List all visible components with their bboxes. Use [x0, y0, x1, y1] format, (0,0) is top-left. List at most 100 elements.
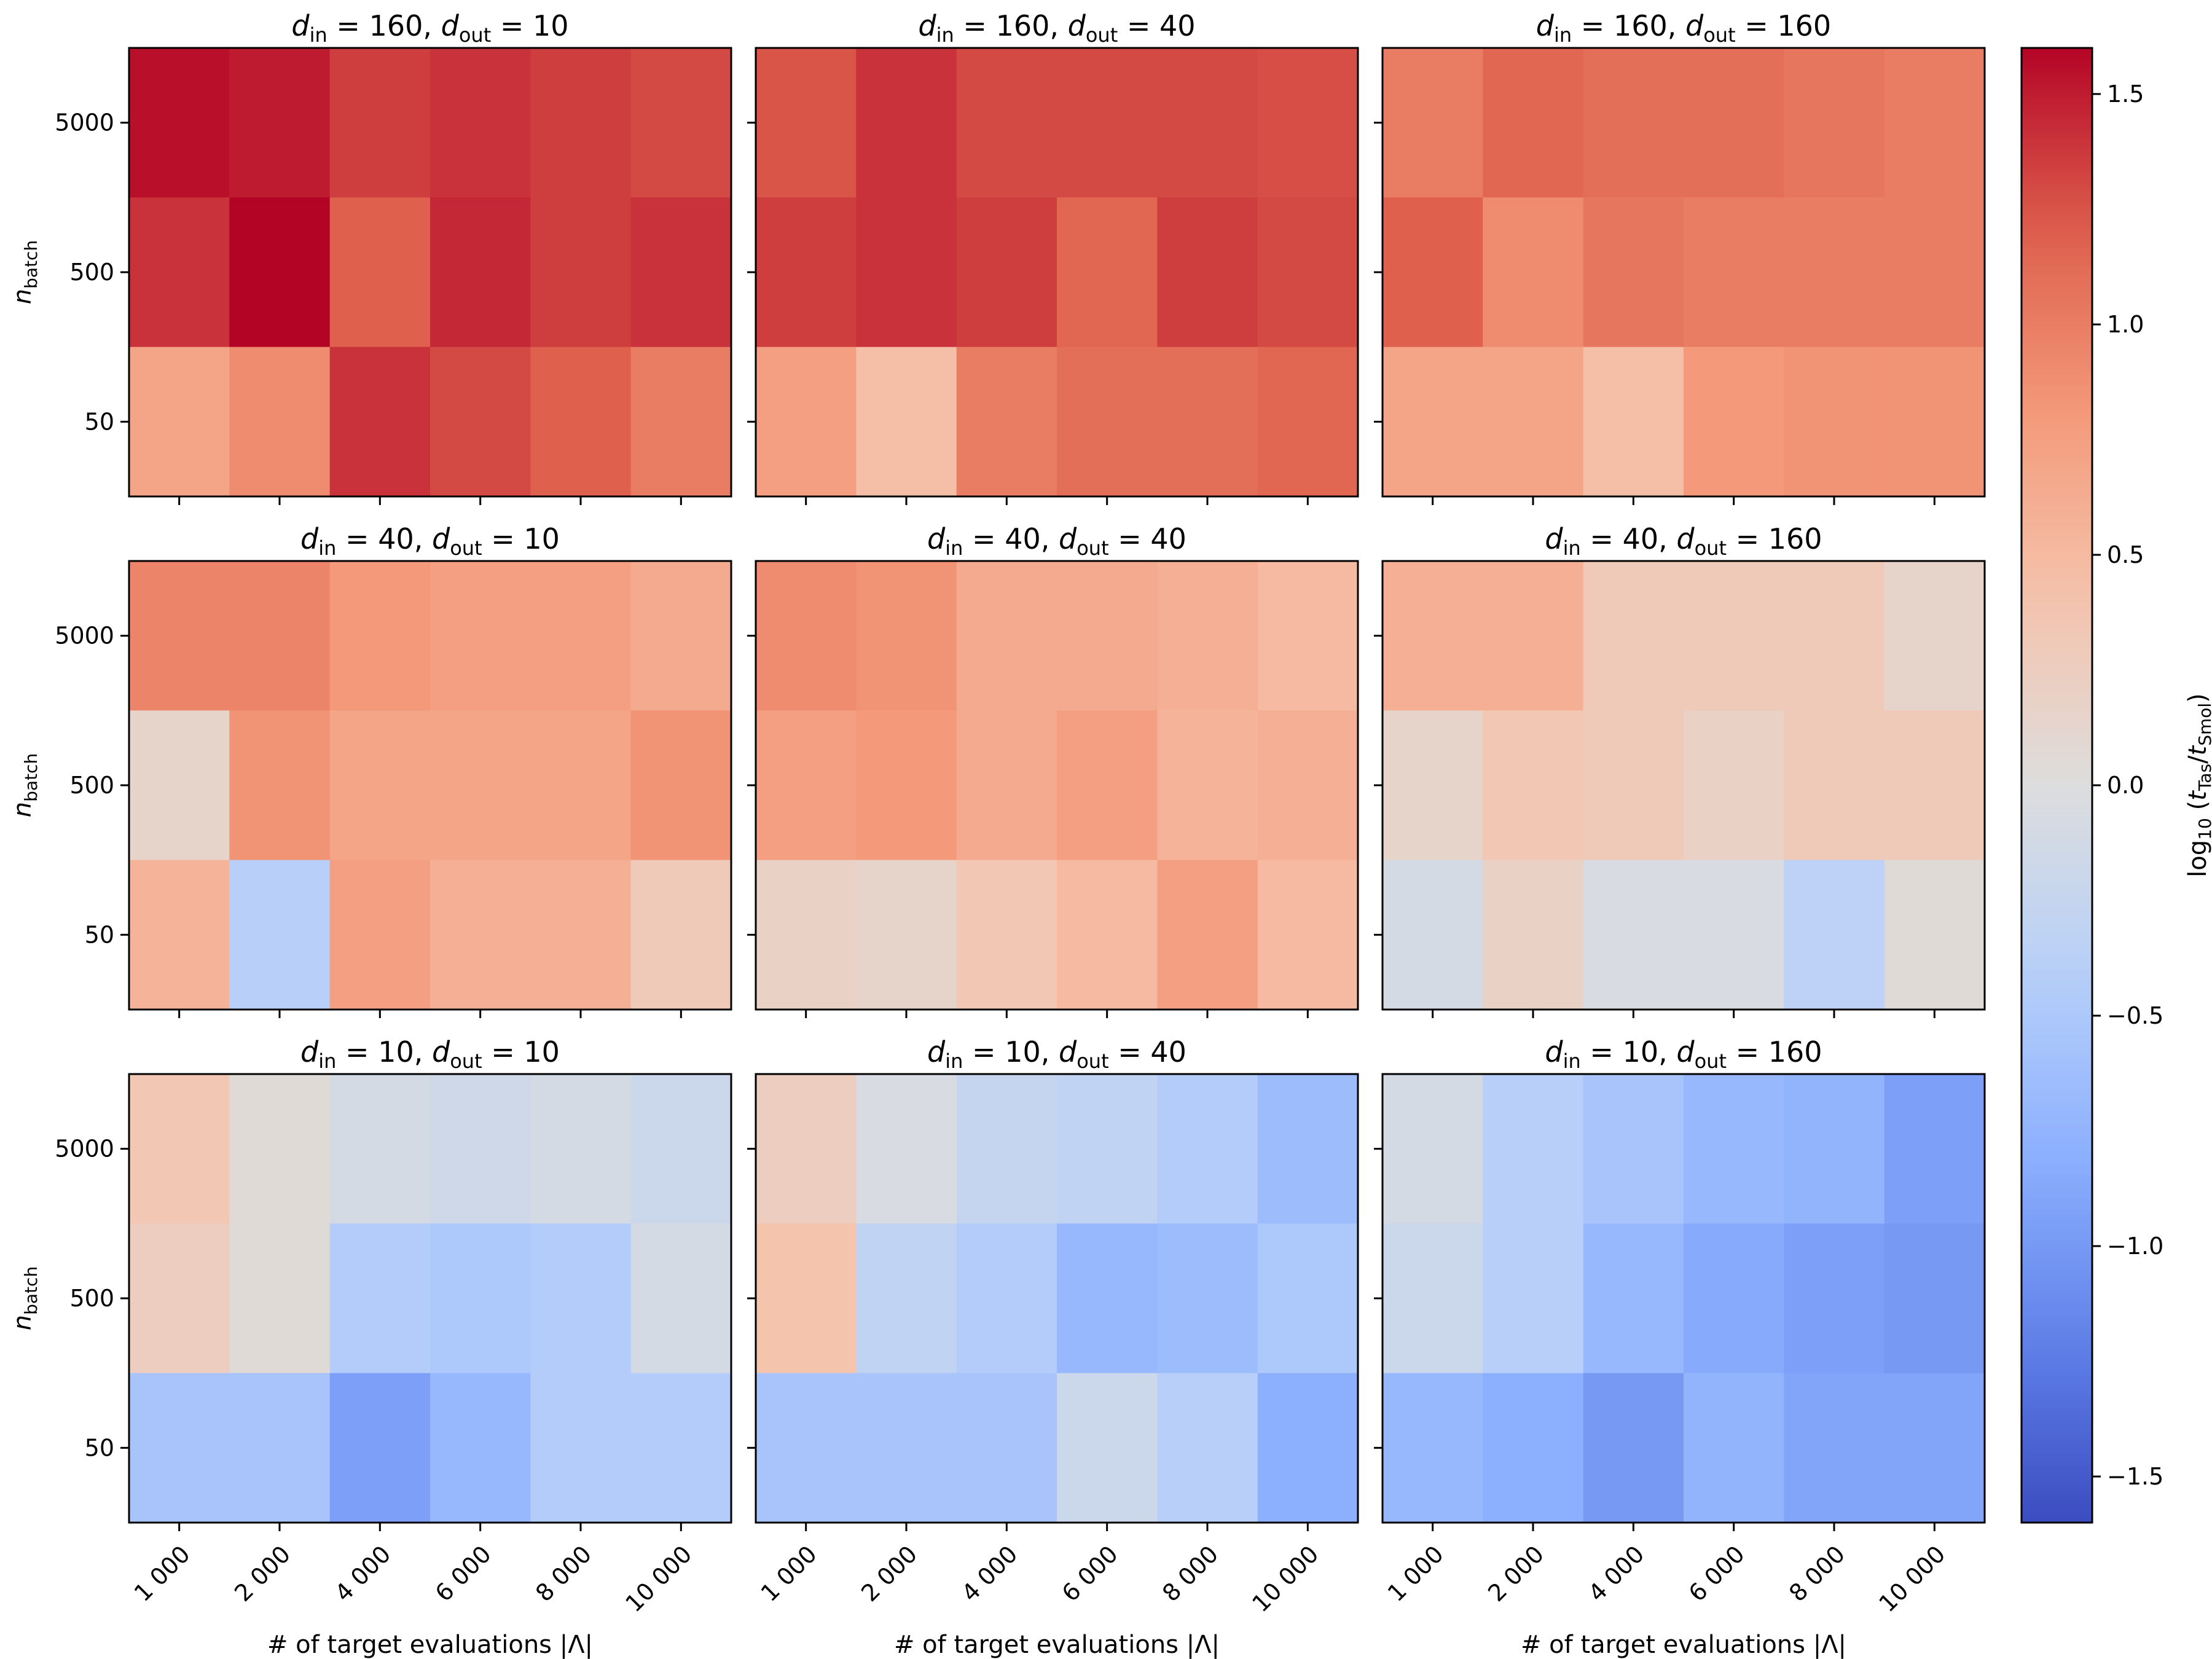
heatmap-cell	[430, 197, 531, 348]
heatmap-cell	[1483, 860, 1584, 1010]
heatmap-cell	[1583, 561, 1684, 711]
colorbar: 1.5 1.0 0.5 0.0 −0.5 −1.0 −1.5 log10 (tTas/tSmo…	[2020, 47, 2212, 1524]
heatmap-cell	[1157, 48, 1258, 198]
heatmap-cell	[1784, 561, 1885, 711]
x-tick-label: 6 000	[430, 1540, 496, 1607]
x-tick-label: 4 000	[956, 1540, 1022, 1607]
heatmap-cell	[956, 48, 1057, 198]
heatmap-cell	[856, 1074, 957, 1224]
heatmap-cell	[1583, 197, 1684, 348]
heatmap-cell	[1483, 710, 1584, 861]
heatmap-cell	[129, 1373, 230, 1523]
heatmap-cell	[530, 347, 632, 497]
x-tick-label: 2 000	[856, 1540, 922, 1607]
panel-title: din = 40, dout = 160	[1545, 522, 1822, 560]
y-tick-label: 5000	[55, 1135, 114, 1163]
heatmap-cell	[1583, 710, 1684, 861]
heatmap-cell	[856, 860, 957, 1010]
heatmap-cell	[229, 1074, 331, 1224]
heatmap-cell	[430, 347, 531, 497]
heatmap-cell	[1884, 347, 1985, 497]
heatmap-cell	[1583, 48, 1684, 198]
y-tick-label: 500	[69, 259, 114, 286]
y-tick-label: 5000	[55, 622, 114, 649]
heatmap-cell	[630, 1373, 732, 1523]
colorbar-tick-label: −0.5	[2107, 1002, 2163, 1029]
heatmap-cell	[1684, 1373, 1784, 1523]
heatmap-panel: din = 40, dout = 10 5000 500 50 nbatch	[9, 522, 732, 1018]
heatmap-cell	[229, 860, 331, 1010]
heatmap-cell	[1483, 197, 1584, 348]
x-tick-label: 8 000	[1784, 1540, 1850, 1607]
heatmap-cell	[956, 1223, 1057, 1374]
heatmap-cell	[630, 347, 732, 497]
heatmap-panel: din = 40, dout = 160	[1374, 522, 1986, 1018]
heatmap-cell	[1884, 1373, 1985, 1523]
heatmap-cell	[630, 561, 732, 711]
heatmap-cell	[129, 1223, 230, 1374]
x-tick-label: 2 000	[1483, 1540, 1549, 1607]
heatmap-cell	[1684, 561, 1784, 711]
colorbar-tick-label: −1.5	[2107, 1463, 2163, 1490]
heatmap-cell	[756, 561, 857, 711]
panel-title: din = 160, dout = 10	[291, 9, 568, 47]
y-axis-label: nbatch	[9, 1266, 41, 1330]
heatmap-cell	[756, 1223, 857, 1374]
heatmap-cell	[530, 710, 632, 861]
heatmap-cell	[1257, 1373, 1359, 1523]
x-tick-label: 4 000	[329, 1540, 396, 1607]
heatmap-cell	[1057, 48, 1158, 198]
heatmap-cell	[630, 1074, 732, 1224]
heatmap-cell	[1382, 197, 1483, 348]
panel-title: din = 10, dout = 40	[927, 1035, 1186, 1073]
heatmap-cell	[329, 48, 431, 198]
heatmap-cell	[1157, 561, 1258, 711]
heatmap-cell	[430, 561, 531, 711]
heatmap-cell	[1257, 1074, 1359, 1224]
heatmap-cell	[756, 710, 857, 861]
x-axis-label: # of target evaluations |Λ|	[894, 1631, 1220, 1659]
heatmap-cell	[329, 710, 431, 861]
heatmap-cell	[1884, 561, 1985, 711]
heatmap-panel: din = 160, dout = 40	[747, 9, 1359, 505]
heatmap-cell	[1884, 1223, 1985, 1374]
heatmap-panel: din = 40, dout = 40	[747, 522, 1359, 1018]
heatmap-cell	[1057, 1373, 1158, 1523]
heatmap-cell	[1057, 347, 1158, 497]
colorbar-tick-label: 1.0	[2107, 311, 2144, 338]
heatmap-cell	[956, 710, 1057, 861]
heatmap-cell	[229, 197, 331, 348]
heatmap-cell	[956, 860, 1057, 1010]
x-tick-label: 1 000	[1382, 1540, 1449, 1607]
heatmap-cell	[1057, 1074, 1158, 1224]
heatmap-panel: din = 160, dout = 10 5000 500 50 nbatch	[9, 9, 732, 505]
y-tick-label: 500	[69, 772, 114, 799]
heatmap-cell	[1382, 1373, 1483, 1523]
heatmap-cell	[1483, 1074, 1584, 1224]
y-tick-label: 500	[69, 1285, 114, 1312]
heatmap-panel: din = 10, dout = 40 1 000 2 000 4 000 6 000 8…	[747, 1035, 1359, 1659]
heatmap-cell	[530, 1373, 632, 1523]
colorbar-tick-label: 0.5	[2107, 541, 2144, 568]
heatmap-cell	[1583, 860, 1684, 1010]
heatmap-cell	[1583, 1223, 1684, 1374]
heatmap-cell	[856, 48, 957, 198]
heatmap-cell	[1382, 1223, 1483, 1374]
heatmap-cell	[856, 347, 957, 497]
heatmap-cell	[1382, 561, 1483, 711]
heatmap-cell	[430, 1223, 531, 1374]
heatmap-cell	[1157, 1074, 1258, 1224]
heatmap-cell	[630, 1223, 732, 1374]
y-tick-label: 5000	[55, 109, 114, 136]
heatmap-cell	[756, 860, 857, 1010]
heatmap-cell	[1884, 197, 1985, 348]
heatmap-cell	[1057, 1223, 1158, 1374]
colorbar-tick-label: −1.0	[2107, 1233, 2163, 1260]
heatmap-cell	[530, 1074, 632, 1224]
heatmap-cell	[430, 860, 531, 1010]
heatmap-cell	[129, 710, 230, 861]
heatmap-panel: din = 10, dout = 160 1 000 2 000 4 000 6 000…	[1374, 1035, 1986, 1659]
heatmap-cell	[1684, 860, 1784, 1010]
heatmap-cell	[1784, 1223, 1885, 1374]
